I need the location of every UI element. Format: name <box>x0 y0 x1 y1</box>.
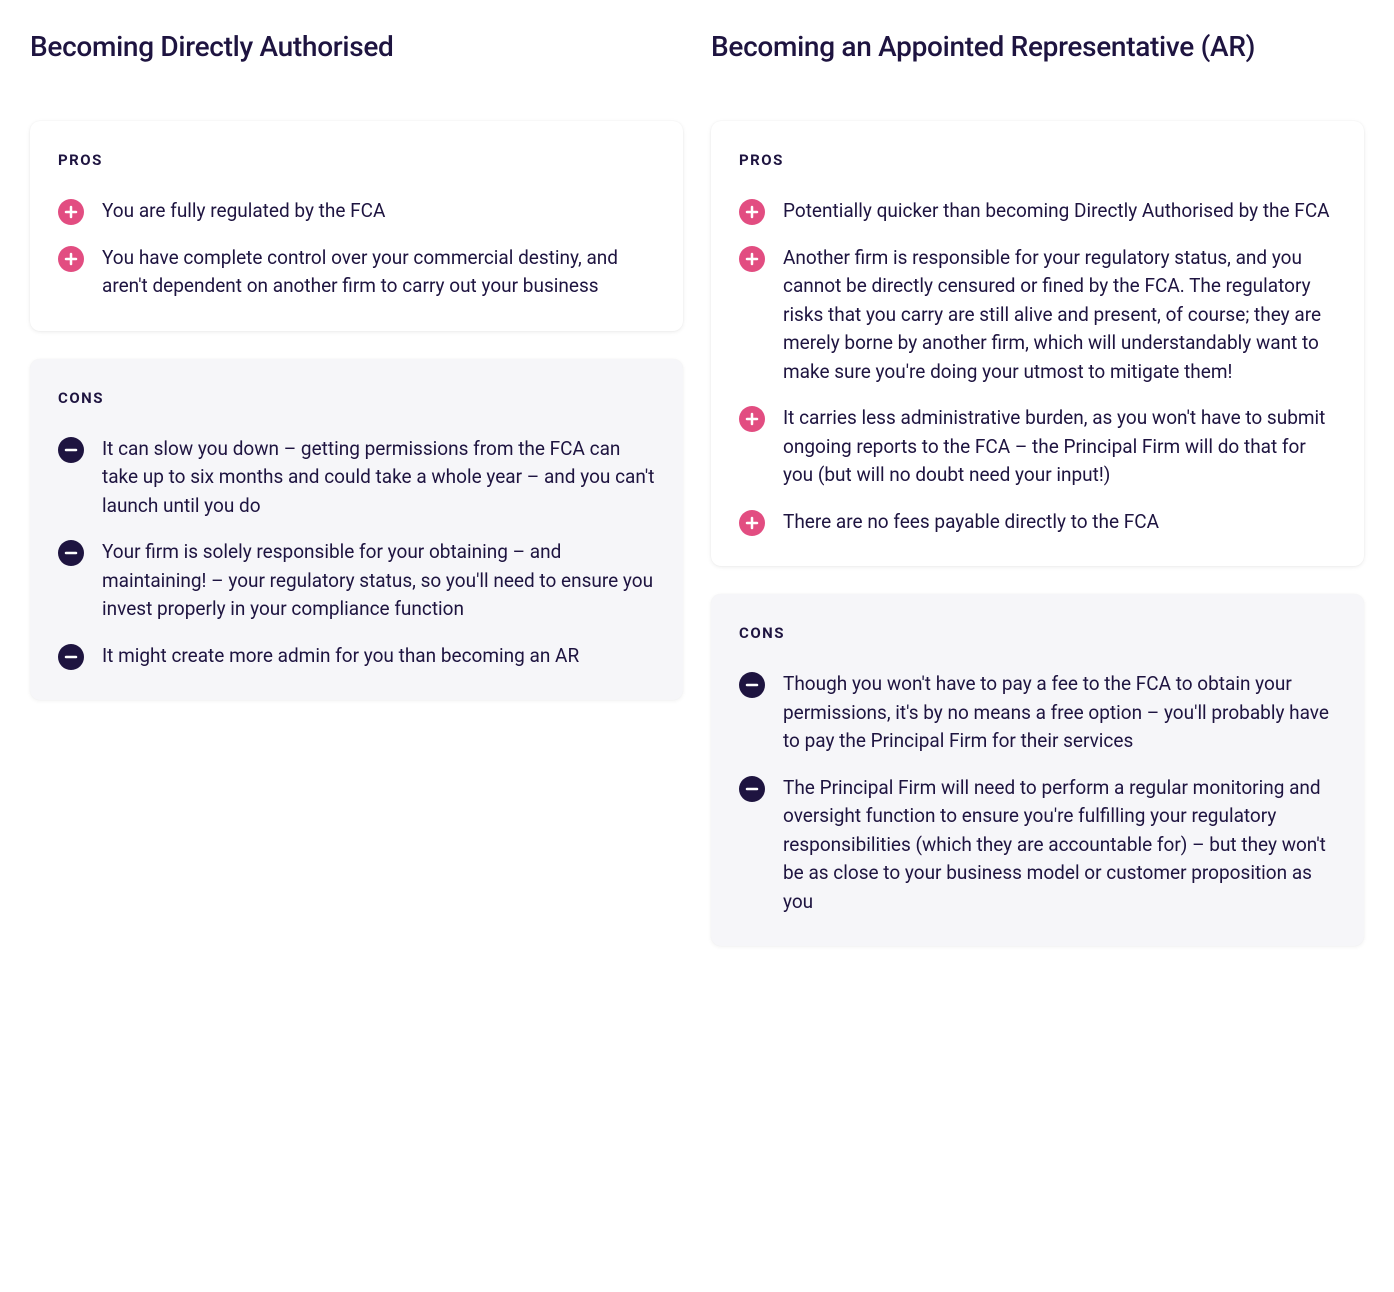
item-text: It can slow you down – getting permissio… <box>102 435 655 521</box>
list-item: Potentially quicker than becoming Direct… <box>739 197 1336 226</box>
cons-heading: CONS <box>739 624 1336 642</box>
item-text: Though you won't have to pay a fee to th… <box>783 670 1336 756</box>
minus-icon <box>739 672 765 698</box>
list-item: You are fully regulated by the FCA <box>58 197 655 226</box>
list-item: There are no fees payable directly to th… <box>739 508 1336 537</box>
list-item: It can slow you down – getting permissio… <box>58 435 655 521</box>
item-text: You have complete control over your comm… <box>102 244 655 301</box>
cons-list: It can slow you down – getting permissio… <box>58 435 655 671</box>
item-text: Your firm is solely responsible for your… <box>102 538 655 624</box>
pros-list: Potentially quicker than becoming Direct… <box>739 197 1336 536</box>
plus-icon <box>739 406 765 432</box>
minus-icon <box>58 437 84 463</box>
comparison-grid: Becoming Directly Authorised PROS You ar… <box>30 30 1364 946</box>
item-text: It carries less administrative burden, a… <box>783 404 1336 490</box>
column-title: Becoming Directly Authorised <box>30 30 683 63</box>
plus-icon <box>739 246 765 272</box>
list-item: The Principal Firm will need to perform … <box>739 774 1336 917</box>
cons-card: CONS It can slow you down – getting perm… <box>30 359 683 701</box>
item-text: The Principal Firm will need to perform … <box>783 774 1336 917</box>
plus-icon <box>58 199 84 225</box>
list-item: You have complete control over your comm… <box>58 244 655 301</box>
pros-heading: PROS <box>739 151 1336 169</box>
cons-list: Though you won't have to pay a fee to th… <box>739 670 1336 916</box>
item-text: You are fully regulated by the FCA <box>102 197 385 226</box>
list-item: Another firm is responsible for your reg… <box>739 244 1336 387</box>
column-title: Becoming an Appointed Representative (AR… <box>711 30 1364 63</box>
plus-icon <box>739 510 765 536</box>
column-directly-authorised: Becoming Directly Authorised PROS You ar… <box>30 30 683 946</box>
pros-list: You are fully regulated by the FCA You h… <box>58 197 655 301</box>
item-text: Potentially quicker than becoming Direct… <box>783 197 1330 226</box>
column-appointed-representative: Becoming an Appointed Representative (AR… <box>711 30 1364 946</box>
list-item: It might create more admin for you than … <box>58 642 655 671</box>
plus-icon <box>739 199 765 225</box>
pros-card: PROS You are fully regulated by the FCA … <box>30 121 683 331</box>
item-text: Another firm is responsible for your reg… <box>783 244 1336 387</box>
minus-icon <box>58 540 84 566</box>
pros-card: PROS Potentially quicker than becoming D… <box>711 121 1364 566</box>
list-item: Your firm is solely responsible for your… <box>58 538 655 624</box>
item-text: It might create more admin for you than … <box>102 642 579 671</box>
list-item: Though you won't have to pay a fee to th… <box>739 670 1336 756</box>
item-text: There are no fees payable directly to th… <box>783 508 1159 537</box>
plus-icon <box>58 246 84 272</box>
list-item: It carries less administrative burden, a… <box>739 404 1336 490</box>
pros-heading: PROS <box>58 151 655 169</box>
minus-icon <box>58 644 84 670</box>
cons-heading: CONS <box>58 389 655 407</box>
cons-card: CONS Though you won't have to pay a fee … <box>711 594 1364 946</box>
minus-icon <box>739 776 765 802</box>
